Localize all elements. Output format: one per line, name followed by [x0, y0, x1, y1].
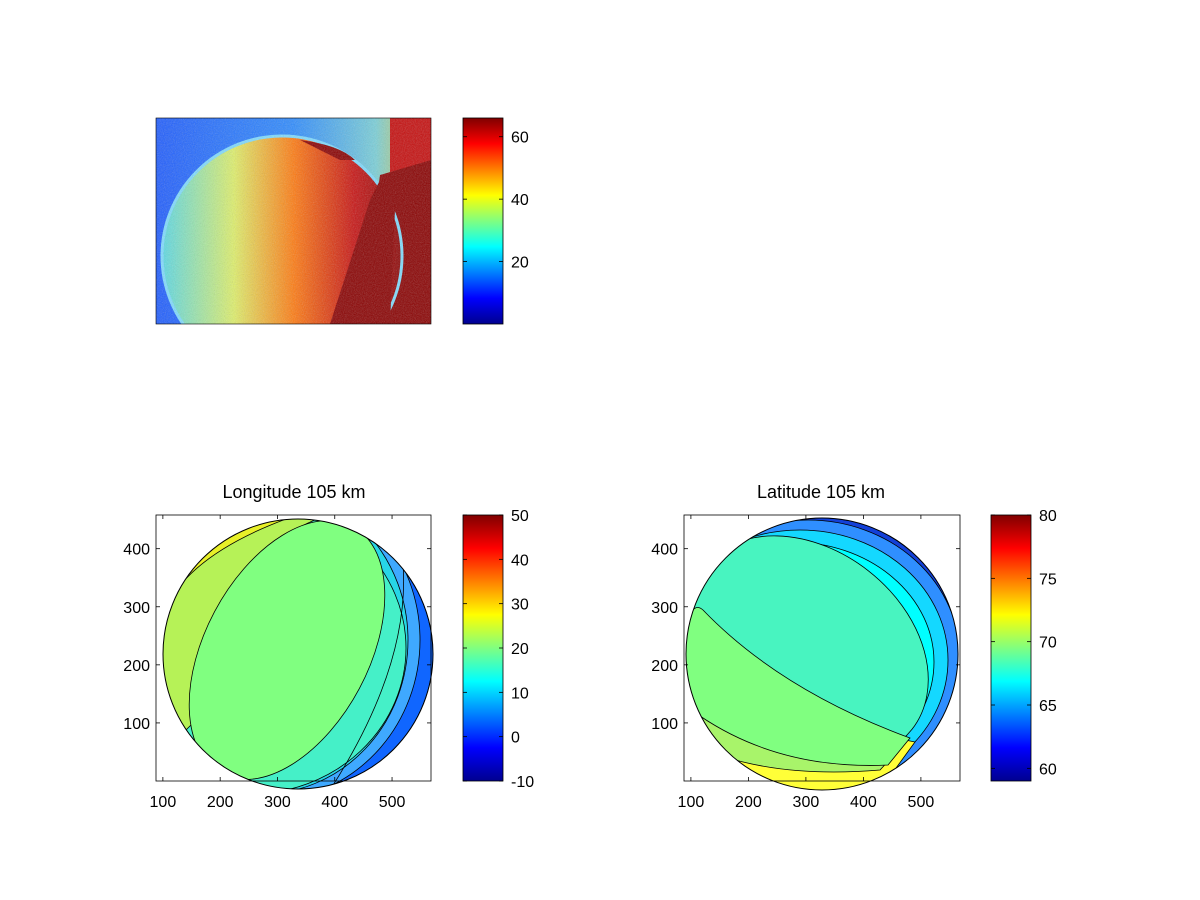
colorbar-tick-label: 60 [511, 130, 529, 147]
y-tick-label: 400 [123, 542, 150, 559]
latitude-map [686, 518, 958, 790]
y-tick-label: 200 [651, 658, 678, 675]
colorbar-tick-label: 40 [511, 192, 529, 209]
y-tick-label: 400 [651, 542, 678, 559]
x-tick-label: 100 [678, 794, 705, 811]
longitude-panel: Longitude 105 km 100 200 300 400 50010020030… [123, 482, 534, 811]
image-colorbar: 20 40 60 [462, 117, 529, 325]
x-tick-label: 200 [735, 794, 762, 811]
y-tick-label: 100 [123, 716, 150, 733]
latitude-colorbar: 60 65 70 75 80 [990, 508, 1057, 782]
x-tick-label: 500 [908, 794, 935, 811]
colorbar-tick-label: 40 [511, 552, 529, 569]
camera-image [156, 118, 431, 324]
x-tick-label: 200 [207, 794, 234, 811]
colorbar-tick-label: 50 [511, 508, 529, 525]
latitude-title: Latitude 105 km [757, 482, 885, 502]
colorbar-tick-label: 30 [511, 597, 529, 614]
x-tick-label: 400 [321, 794, 348, 811]
latitude-panel: Latitude 105 km 100 200 300 400 500 100 200 300… [651, 482, 1057, 811]
y-tick-label: 100 [651, 716, 678, 733]
colorbar-tick-label: -10 [511, 774, 534, 791]
colorbar-tick-label: 65 [1039, 698, 1057, 715]
colorbar-tick-label: 80 [1039, 508, 1057, 525]
x-tick-label: 400 [850, 794, 877, 811]
colorbar-tick-label: 0 [511, 730, 520, 747]
x-tick-label: 300 [793, 794, 820, 811]
x-tick-label: 100 [150, 794, 177, 811]
colorbar-tick-label: 60 [1039, 761, 1057, 778]
colorbar-tick-label: 10 [511, 685, 529, 702]
x-tick-label: 500 [379, 794, 406, 811]
colorbar-tick-label: 70 [1039, 635, 1057, 652]
colorbar-tick-label: 20 [511, 641, 529, 658]
longitude-title: Longitude 105 km [222, 482, 365, 502]
image-panel: 20 40 60 [155, 117, 529, 325]
y-tick-label: 200 [123, 658, 150, 675]
colorbar-tick-label: 20 [511, 255, 529, 272]
x-tick-label: 300 [264, 794, 291, 811]
colorbar-tick-label: 75 [1039, 571, 1057, 588]
y-tick-label: 300 [651, 600, 678, 617]
y-tick-label: 300 [123, 600, 150, 617]
longitude-colorbar: -10 0 10 20 30 40 50 [462, 508, 534, 791]
